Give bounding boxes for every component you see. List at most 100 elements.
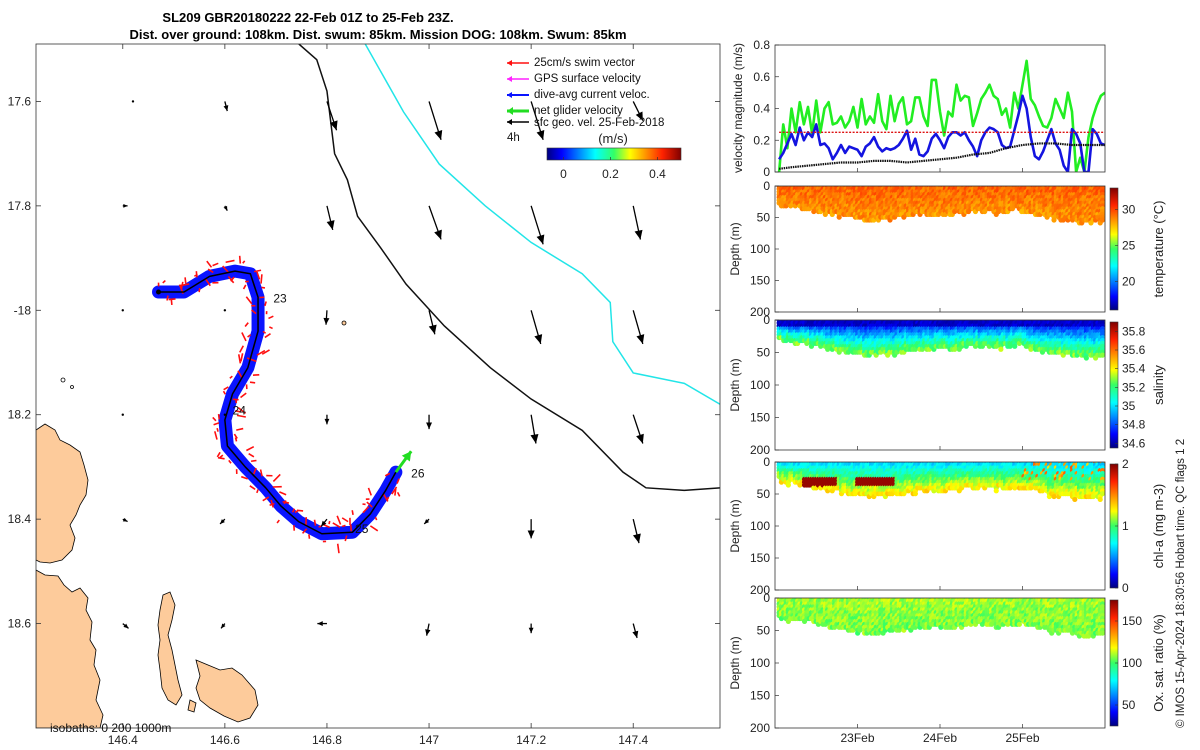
- swim-vector: [240, 353, 244, 362]
- swim-vector: [256, 349, 266, 356]
- section-ytick-label: 200: [750, 583, 770, 597]
- swim-vector: [264, 333, 271, 339]
- current-arrowhead: [636, 334, 645, 344]
- swim-vector: [241, 332, 247, 342]
- current-arrow: [121, 413, 124, 416]
- swim-vector: [268, 326, 273, 330]
- swim-vector: [268, 315, 274, 320]
- map-ytick-label: 17.6: [8, 94, 32, 108]
- section-colorbar-tick-label: 20: [1122, 274, 1136, 288]
- current-arrowhead: [635, 111, 643, 121]
- map-xtick-label: 146.6: [210, 733, 240, 747]
- title-line-2: Dist. over ground: 108km. Dist. swum: 85…: [129, 27, 626, 42]
- current-arrowhead: [534, 334, 543, 344]
- colorbar-tick-label: 0: [560, 167, 567, 181]
- swim-vector: [235, 410, 241, 413]
- swim-vector: [207, 268, 214, 274]
- swim-vector: [234, 437, 238, 442]
- swim-vector: [341, 517, 349, 523]
- velocity-ytick-label: 0.8: [753, 38, 770, 52]
- swim-vector: [276, 519, 280, 524]
- map-xtick-label: 147.4: [618, 733, 648, 747]
- reef-dot: [341, 320, 347, 326]
- section-sample: [1099, 352, 1105, 358]
- colorbar-label: (m/s): [598, 131, 628, 146]
- swim-vector: [246, 445, 255, 452]
- swim-vector: [362, 506, 370, 514]
- current-arrow: [223, 413, 227, 416]
- swim-vector: [391, 486, 398, 495]
- current-arrowhead: [323, 317, 330, 325]
- swim-vector: [246, 357, 257, 363]
- section-fill: [776, 462, 1105, 503]
- swim-vector: [217, 413, 221, 420]
- map-xtick-label: 146.4: [108, 733, 138, 747]
- section-sample: [998, 346, 1004, 352]
- current-arrowhead: [632, 533, 641, 544]
- swim-vector: [384, 472, 391, 477]
- current-arrowhead: [527, 530, 535, 539]
- swim-vector: [261, 349, 270, 355]
- swim-vector: [396, 478, 400, 484]
- net-velocity-arrowhead: [401, 451, 412, 462]
- reef-dot: [60, 377, 66, 383]
- swim-vector: [237, 354, 242, 364]
- swim-vector: [351, 510, 354, 516]
- section-colorbar-label: salinity: [1151, 365, 1166, 405]
- current-arrowhead: [223, 205, 228, 211]
- section-colorbar: [1109, 321, 1119, 449]
- legend-arrowhead-dive: [507, 92, 512, 98]
- swim-vector: [212, 416, 217, 422]
- swim-vector: [396, 491, 401, 497]
- swim-vector: [213, 422, 220, 426]
- swim-vector: [253, 269, 262, 273]
- section-ytick-label: 200: [750, 443, 770, 457]
- swim-vector: [336, 543, 340, 554]
- speed-colorbar: [546, 147, 682, 161]
- section-ylabel: Depth (m): [728, 499, 742, 552]
- day-label: 24: [233, 404, 247, 418]
- section-sample: [993, 488, 999, 494]
- swim-vector: [212, 262, 219, 267]
- isobath-200m: [298, 44, 720, 492]
- swim-vector: [253, 467, 257, 475]
- map-xtick-label: 147: [419, 733, 439, 747]
- section-ytick-label: 0: [763, 313, 770, 327]
- section-colorbar-tick-label: 34.8: [1122, 418, 1146, 432]
- swim-vector: [291, 508, 296, 513]
- current-arrowhead: [426, 422, 433, 430]
- section-sample: [1051, 493, 1057, 500]
- swim-vector: [336, 515, 342, 525]
- swim-vector: [332, 522, 341, 528]
- section-sample: [1099, 491, 1105, 497]
- section-fill: [776, 320, 1105, 361]
- current-arrowhead: [425, 629, 431, 636]
- swim-vector: [279, 491, 287, 496]
- velocity-series-line: [778, 94, 1105, 172]
- section-sample: [836, 214, 842, 220]
- swim-vector: [223, 386, 229, 391]
- swim-vector: [216, 451, 221, 458]
- section-sample: [1051, 217, 1057, 223]
- section-ytick-label: 50: [757, 211, 771, 225]
- map-ytick-label: 17.8: [8, 199, 32, 213]
- island-small: [187, 699, 197, 713]
- swim-vector: [237, 407, 247, 414]
- current-arrowhead: [123, 203, 128, 208]
- swim-vector: [245, 296, 253, 305]
- velocity-ticks: 00.20.40.60.8: [753, 38, 1023, 179]
- swim-vector: [328, 520, 331, 525]
- swim-vector: [250, 459, 257, 463]
- legend-dive: dive-avg current veloc.: [534, 89, 650, 101]
- section-colorbar-tick-label: 34.6: [1122, 436, 1146, 450]
- colorbar-tick-label: 0.2: [602, 167, 619, 181]
- map-ytick-label: 18.4: [8, 512, 32, 526]
- section-colorbar: [1109, 187, 1119, 311]
- map-ytick-label: -18: [14, 303, 32, 317]
- swim-vector: [228, 459, 232, 464]
- dive-avg-current-ribbon: [152, 264, 403, 541]
- section-ylabel: Depth (m): [728, 222, 742, 275]
- section-ytick-label: 0: [763, 455, 770, 469]
